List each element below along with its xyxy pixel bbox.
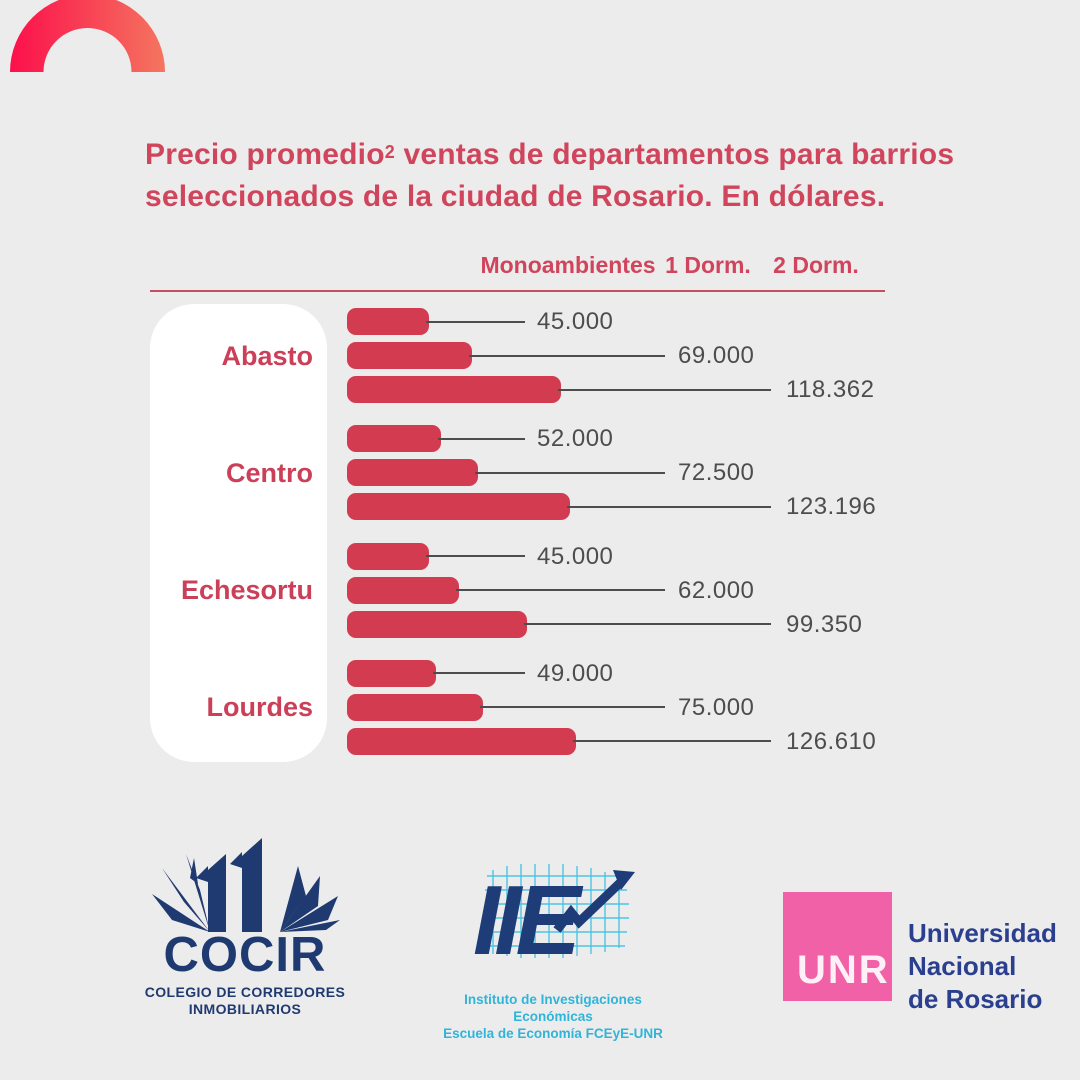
leader-line [433, 672, 525, 675]
value-bar [347, 342, 472, 369]
value-bar [347, 308, 429, 335]
category-label: Echesortu [180, 575, 313, 606]
value-label: 52.000 [537, 425, 614, 453]
cocir-logo-icon [152, 838, 340, 932]
unr-logo: UNR [783, 892, 892, 1001]
iie-logo-icon: IIE [473, 864, 635, 975]
value-bar [347, 659, 436, 687]
value-bar [347, 693, 483, 721]
unr-name: Universidad Nacional de Rosario [908, 918, 1057, 1014]
header-divider-line [150, 290, 885, 292]
leader-line [558, 388, 771, 391]
column-header-2-dorm: 2 Dorm. [773, 252, 859, 278]
leader-line [438, 437, 525, 440]
value-label: 49.000 [537, 659, 614, 687]
column-header-1-dorm: 1 Dorm. [665, 252, 751, 278]
cocir-wordmark: COCIR [163, 928, 327, 982]
page-title: Precio promedio2 ventas de departamentos… [145, 131, 1005, 218]
title-superscript: 2 [384, 142, 395, 162]
brand-arc-icon [10, 0, 165, 72]
leader-line [573, 740, 771, 743]
value-bar [347, 576, 459, 604]
value-bar [347, 493, 570, 521]
iie-subtitle: Instituto de Investigaciones Económicas … [443, 992, 663, 1041]
value-bar [347, 425, 441, 453]
category-panel [150, 304, 327, 762]
value-bar [347, 610, 527, 638]
value-label: 72.500 [678, 459, 755, 487]
value-bar [347, 542, 429, 570]
value-bar [347, 459, 478, 487]
value-label: 69.000 [678, 342, 755, 369]
leader-line [524, 623, 771, 626]
title-line-2: seleccionados de la ciudad de Rosario. E… [145, 180, 886, 213]
category-label: Centro [226, 457, 313, 488]
leader-line [567, 505, 771, 508]
leader-line [426, 320, 525, 323]
value-label: 75.000 [678, 693, 755, 721]
title-line-1: Precio promedio2 ventas de departamentos… [145, 138, 955, 171]
value-label: 118.362 [786, 376, 875, 403]
value-label: 45.000 [537, 308, 614, 335]
cocir-subtitle: COLEGIO DE CORREDORES INMOBILIARIOS [144, 984, 346, 1017]
leader-line [456, 589, 665, 592]
leader-line [475, 471, 665, 474]
value-label: 99.350 [786, 610, 863, 638]
unr-acronym: UNR [797, 948, 890, 992]
leader-line [480, 706, 665, 709]
leader-line [469, 354, 665, 357]
value-label: 123.196 [786, 493, 877, 521]
leader-line [426, 555, 525, 558]
value-bar [347, 376, 561, 403]
value-bar [347, 727, 576, 755]
value-label: 126.610 [786, 727, 877, 755]
value-label: 45.000 [537, 542, 614, 570]
category-label: Lourdes [206, 692, 313, 723]
category-label: Abasto [221, 340, 313, 371]
column-header-monoambientes: Monoambientes [480, 252, 656, 278]
value-label: 62.000 [678, 576, 755, 604]
